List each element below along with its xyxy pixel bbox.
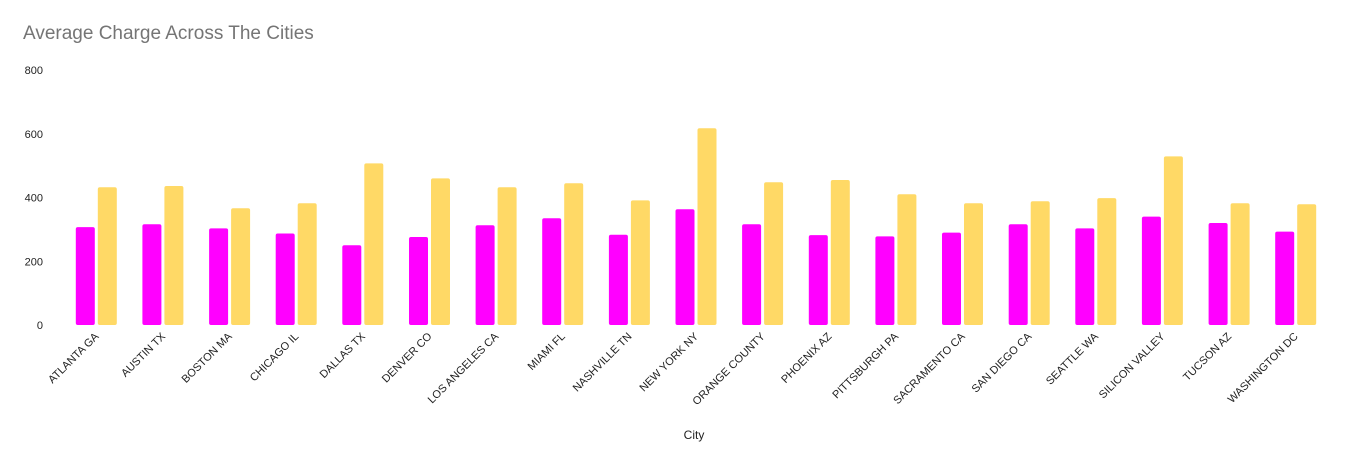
bar-series-2 bbox=[97, 187, 117, 325]
bar-series-1 bbox=[1008, 224, 1028, 325]
bar-series-2 bbox=[431, 178, 450, 325]
bar-series-1 bbox=[942, 232, 961, 325]
bar-series-2 bbox=[1097, 198, 1117, 325]
bar-series-2 bbox=[364, 163, 384, 325]
bar-series-2 bbox=[630, 200, 650, 325]
y-tick-label: 200 bbox=[25, 256, 43, 268]
bar-series-2 bbox=[297, 203, 317, 325]
x-tick-label: DENVER CO bbox=[380, 330, 435, 385]
x-axis: ATLANTA GA AUSTIN TX BOSTON MA CHICAGO IL DA… bbox=[46, 330, 1301, 408]
bar-series-2 bbox=[964, 203, 983, 325]
bar-series-1 bbox=[409, 237, 428, 325]
bar-series-2 bbox=[1230, 203, 1250, 325]
bar-series-2 bbox=[764, 182, 784, 325]
bar-series-2 bbox=[164, 186, 184, 325]
x-axis-label: City bbox=[684, 428, 705, 442]
bar-series-2 bbox=[897, 194, 917, 325]
x-tick-label: PITTSBURGH PA bbox=[830, 330, 901, 401]
bar-series-1 bbox=[808, 235, 828, 325]
bar-series-1 bbox=[542, 218, 562, 325]
x-tick-label: TUCSON AZ bbox=[1181, 330, 1234, 383]
bar-series-1 bbox=[1141, 216, 1161, 325]
x-tick-label: NASHVILLE TN bbox=[571, 331, 635, 395]
bar-series-2 bbox=[1030, 201, 1050, 325]
bar-series-1 bbox=[475, 225, 495, 325]
x-tick-label: AUSTIN TX bbox=[119, 330, 168, 379]
bar-series-1 bbox=[75, 227, 95, 325]
chart-title: Average Charge Across The Cities bbox=[23, 23, 314, 44]
bar-series-2 bbox=[231, 208, 251, 325]
bar-series-1 bbox=[1275, 231, 1295, 325]
bar-series-2 bbox=[830, 180, 850, 325]
bar-series-1 bbox=[142, 224, 162, 325]
bar-series-1 bbox=[342, 245, 362, 325]
bar-series-1 bbox=[275, 233, 295, 325]
bar-series-2 bbox=[1163, 156, 1183, 325]
x-tick-label: MIAMI FL bbox=[526, 331, 568, 373]
x-tick-label: SAN DIEGO CA bbox=[970, 330, 1035, 395]
bar-series-1 bbox=[875, 236, 895, 325]
x-tick-label: SEATTLE WA bbox=[1044, 330, 1101, 387]
x-tick-label: NEW YORK NY bbox=[637, 330, 701, 394]
bars bbox=[75, 128, 1317, 325]
y-tick-label: 600 bbox=[25, 129, 43, 141]
x-tick-label: PHOENIX AZ bbox=[779, 330, 834, 385]
bar-series-2 bbox=[697, 128, 717, 325]
bar-series-2 bbox=[564, 183, 584, 325]
bar-series-1 bbox=[1208, 223, 1228, 325]
bar-series-2 bbox=[497, 187, 517, 325]
x-tick-label: LOS ANGELES CA bbox=[426, 330, 502, 406]
x-tick-label: SILICON VALLEY bbox=[1097, 330, 1168, 401]
bar-series-1 bbox=[742, 224, 762, 325]
bar-series-2 bbox=[1297, 204, 1317, 325]
x-tick-label: DALLAS TX bbox=[318, 330, 369, 381]
x-tick-label: WASHINGTON DC bbox=[1226, 331, 1301, 406]
x-tick-label: ORANGE COUNTY bbox=[691, 330, 769, 408]
x-tick-label: ATLANTA GA bbox=[46, 330, 102, 386]
y-tick-label: 0 bbox=[37, 320, 43, 332]
bar-series-1 bbox=[675, 209, 695, 325]
x-tick-label: CHICAGO IL bbox=[248, 331, 301, 384]
y-tick-label: 400 bbox=[25, 193, 43, 205]
bar-series-1 bbox=[209, 228, 229, 325]
bar-series-1 bbox=[608, 234, 628, 325]
x-tick-label: SACRAMENTO CA bbox=[891, 330, 968, 407]
bar-series-1 bbox=[1075, 228, 1095, 325]
y-tick-label: 800 bbox=[25, 65, 43, 77]
x-tick-label: BOSTON MA bbox=[180, 330, 235, 385]
y-axis: 0 200 400 600 800 bbox=[25, 65, 43, 332]
